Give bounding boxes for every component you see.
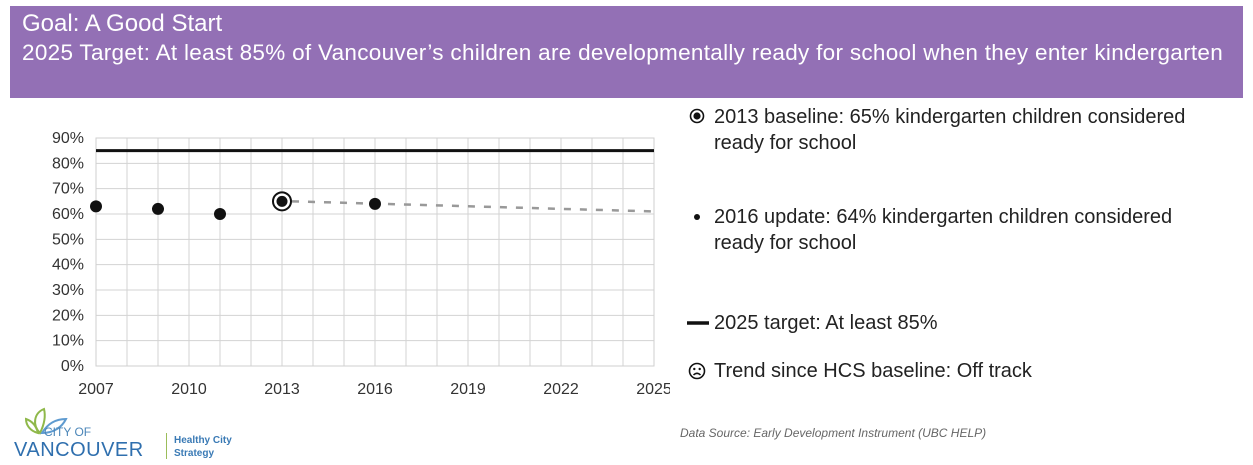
data-point [369, 197, 381, 210]
legend-update: 2016 update: 64% kindergarten children c… [680, 204, 1204, 256]
y-tick-label: 30% [52, 282, 84, 299]
update-dot-icon [680, 204, 714, 224]
plot-border [95, 137, 655, 367]
logo-hcs-line1: Healthy City [174, 435, 232, 446]
y-tick-label: 20% [52, 307, 84, 324]
target-subtitle: 2025 Target: At least 85% of Vancouver’s… [22, 40, 1224, 65]
legend-target: 2025 target: At least 85% [680, 310, 938, 336]
city-logo: CITY OF VANCOUVER Healthy City Strategy [8, 405, 268, 463]
y-tick-label: 50% [52, 231, 84, 248]
chart: 0% 10% 20% 30% 40% 50% 60% 70% 80% 90% 2007 2010 201… [52, 130, 670, 398]
legend-trend-text: Trend since HCS baseline: Off track [714, 360, 1032, 382]
x-tick-label: 2019 [450, 381, 486, 398]
trend-line [291, 200, 655, 213]
logo-divider [166, 433, 167, 459]
x-tick-label: 2007 [78, 381, 114, 398]
leaf-logo-icon [24, 407, 68, 435]
y-tick-label: 0% [61, 358, 84, 375]
legend-baseline: 2013 baseline: 65% kindergarten children… [680, 104, 1204, 156]
data-point [214, 208, 226, 220]
y-tick-label: 90% [52, 130, 84, 147]
logo-hcs-line2: Strategy [174, 448, 215, 459]
x-tick-label: 2010 [171, 381, 207, 398]
x-tick-label: 2022 [543, 381, 579, 398]
y-tick-label: 80% [52, 155, 84, 172]
baseline-marker-icon [680, 104, 714, 124]
y-tick-label: 40% [52, 257, 84, 274]
y-tick-label: 70% [52, 181, 84, 198]
x-tick-label: 2016 [357, 381, 393, 398]
legend-update-text: 2016 update: 64% kindergarten children c… [714, 206, 1173, 254]
legend-target-text: 2025 target: At least 85% [714, 312, 938, 334]
data-point [152, 202, 164, 215]
data-point [90, 200, 102, 213]
logo-city-of: CITY OF [44, 425, 92, 439]
x-tick-label: 2013 [264, 381, 300, 398]
baseline-point [276, 195, 288, 207]
header-banner: Goal: A Good Start 2025 Target: At least… [10, 6, 1243, 98]
legend-trend: Trend since HCS baseline: Off track [680, 358, 1032, 384]
goal-title: Goal: A Good Start [22, 10, 223, 37]
legend-baseline-text: 2013 baseline: 65% kindergarten children… [714, 106, 1186, 154]
x-tick-label: 2025 [636, 381, 670, 398]
logo-vancouver: VANCOUVER [14, 439, 144, 461]
target-line-icon [680, 310, 714, 330]
y-tick-label: 60% [52, 206, 84, 223]
data-source: Data Source: Early Development Instrumen… [680, 426, 987, 440]
y-tick-label: 10% [52, 333, 84, 350]
sad-face-icon [680, 358, 714, 380]
